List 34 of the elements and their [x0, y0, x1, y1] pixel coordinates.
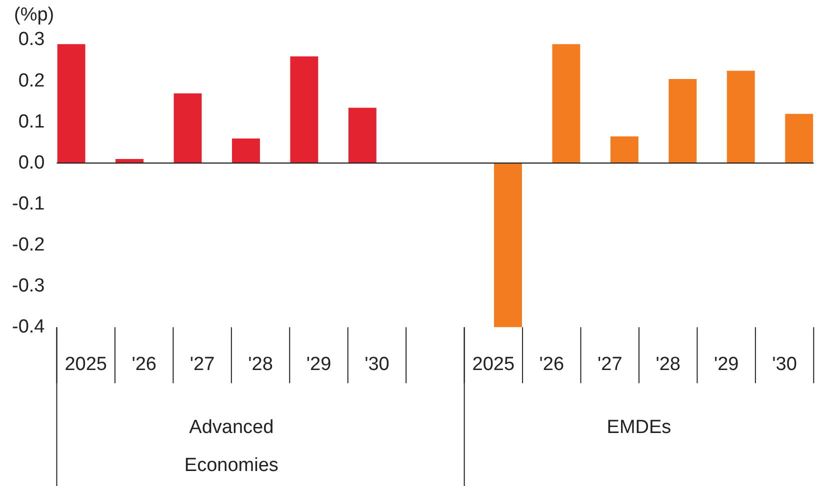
x-tick-label: '30: [364, 354, 390, 375]
bar: [552, 44, 580, 164]
bar: [232, 138, 260, 164]
y-tick-label: -0.1: [12, 193, 45, 214]
y-tick-label: 0.1: [18, 111, 45, 132]
bar: [610, 136, 638, 164]
bar: [726, 70, 755, 164]
text: Advanced Economies: [184, 417, 278, 476]
bar: [57, 44, 86, 164]
x-tick-label: '26: [132, 354, 156, 375]
bar: [785, 114, 814, 164]
bar: [174, 93, 202, 164]
y-tick-label: 0.3: [18, 29, 45, 50]
x-tick-label: 2025: [64, 354, 107, 375]
y-tick-label: 0.2: [18, 70, 45, 92]
x-tick-label: '29: [714, 354, 739, 375]
y-axis-title: (%p): [14, 4, 54, 26]
y-tick-label: -0.4: [12, 316, 46, 338]
y-tick-label: 0.0: [18, 152, 45, 174]
x-tick-label: '28: [248, 354, 273, 375]
y-tick-label: -0.2: [12, 234, 45, 256]
x-tick-label: '26: [539, 354, 564, 375]
x-tick-label: '27: [190, 354, 215, 375]
x-tick-label: '28: [656, 354, 680, 375]
y-tick-label: -0.3: [12, 275, 45, 296]
x-tick-label: 2025: [472, 354, 515, 375]
bar: [668, 78, 697, 164]
bar: [290, 56, 318, 164]
bar: [348, 108, 376, 164]
x-tick-label: '30: [772, 354, 797, 375]
x-tick-label: '27: [597, 354, 622, 375]
x-tick-label: '29: [306, 354, 332, 375]
bar: [494, 163, 522, 328]
text: EMDEs: [606, 417, 672, 438]
